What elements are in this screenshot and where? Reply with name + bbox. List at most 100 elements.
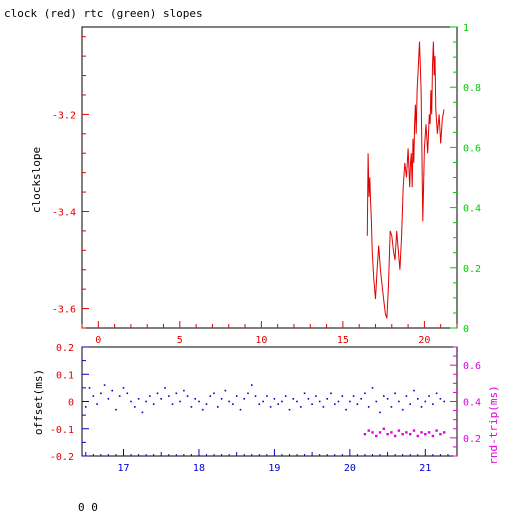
y-axis-label: offset(ms) — [32, 369, 45, 435]
offset-point — [383, 395, 385, 397]
rnd-trip-point — [409, 433, 412, 436]
offset-point — [417, 398, 419, 400]
offset-point — [371, 387, 374, 389]
x-tick-label: 10 — [255, 335, 267, 346]
offset-point — [213, 392, 215, 395]
clock-series-line — [366, 41, 445, 319]
offset-point — [277, 403, 279, 405]
offset-point — [296, 400, 298, 403]
offset-point — [220, 398, 223, 400]
offset-point — [356, 403, 359, 405]
offset-point — [111, 389, 113, 392]
y2-tick-label: 1 — [463, 23, 469, 34]
offset-point — [322, 406, 325, 408]
offset-point — [424, 400, 427, 403]
x-tick-label: 21 — [419, 463, 431, 474]
offset-point — [394, 392, 396, 395]
y2-tick-label: 0.4 — [463, 398, 481, 409]
rnd-trip-point — [420, 431, 423, 434]
rnd-trip-point — [397, 429, 401, 432]
rnd-trip-point — [435, 429, 438, 432]
offset-point — [262, 400, 264, 403]
offset-point — [164, 387, 166, 389]
offset-point — [179, 400, 181, 403]
offset-point — [198, 400, 200, 403]
offset-point — [175, 392, 178, 395]
rnd-trip-point — [375, 434, 378, 438]
chart-title: clock (red) rtc (green) slopes — [4, 7, 203, 20]
offset-point — [103, 384, 106, 386]
offset-point — [156, 392, 159, 395]
y-tick-label: 0.1 — [56, 370, 74, 381]
rnd-trip-point — [427, 431, 431, 434]
rnd-trip-point — [363, 433, 367, 436]
offset-point — [315, 395, 317, 397]
offset-point — [190, 406, 193, 408]
offset-point — [115, 408, 117, 411]
rnd-trip-point — [386, 433, 389, 436]
offset-point — [273, 398, 276, 400]
offset-point — [390, 406, 393, 408]
rnd-trip-point — [412, 429, 416, 432]
offset-point — [130, 400, 132, 403]
y2-tick-label: 0.6 — [463, 361, 481, 372]
offset-point — [88, 387, 91, 389]
offset-point — [235, 395, 238, 397]
y2-tick-label: 0 — [463, 324, 469, 335]
offset-point — [254, 395, 257, 397]
rnd-trip-point — [439, 433, 442, 436]
offset-point — [409, 403, 411, 405]
offset-point — [126, 392, 129, 395]
y2-tick-label: 0.2 — [463, 264, 481, 275]
rnd-trip-point — [393, 434, 397, 438]
offset-plot: 17 18 19 20 21 0.2 0.1 0 -0.1 -0.2 0.2 0.4 0.6 offset… — [32, 343, 500, 474]
offset-point — [269, 406, 272, 408]
x-tick-label: 20 — [344, 463, 356, 474]
offset-point — [345, 408, 347, 411]
offset-point — [186, 395, 189, 397]
offset-point — [107, 398, 110, 400]
offset-point — [428, 395, 430, 397]
offset-point — [432, 403, 434, 405]
offset-point — [232, 403, 234, 405]
footer-text: 0 0 — [78, 501, 98, 512]
offset-point — [205, 403, 208, 405]
offset-point — [100, 392, 102, 395]
offset-point — [141, 411, 144, 414]
y-tick-label: -3.2 — [52, 110, 76, 121]
y2-tick-label: 0.4 — [463, 204, 481, 215]
offset-point — [360, 398, 362, 400]
offset-point — [401, 408, 404, 411]
offset-point — [334, 403, 336, 405]
y2-tick-label: 0.6 — [463, 143, 481, 154]
offset-point — [292, 398, 295, 400]
y-tick-label: -3.6 — [52, 305, 76, 316]
offset-point — [303, 392, 306, 395]
offset-point — [160, 398, 162, 400]
x-tick-label: 19 — [268, 463, 280, 474]
rnd-trip-point — [371, 431, 374, 434]
rnd-trip-point — [416, 434, 419, 438]
offset-point — [228, 400, 230, 403]
y-tick-label: 0.2 — [56, 343, 74, 354]
clockslope-plot: 0 5 10 15 20 -3.2 -3.4 -3.6 0 0.2 0.4 0.6 0.8 1 clocks… — [30, 23, 481, 346]
offset-point — [443, 400, 445, 403]
offset-point — [266, 395, 268, 397]
rnd-trip-point — [378, 431, 382, 434]
y-tick-label: 0 — [68, 398, 74, 409]
offset-point — [251, 384, 253, 386]
y-tick-label: -0.1 — [50, 425, 74, 436]
x-tick-label: 20 — [418, 335, 430, 346]
y-tick-label: -3.4 — [52, 207, 76, 218]
rnd-trip-point — [382, 427, 385, 430]
offset-point — [413, 389, 415, 392]
offset-point — [149, 395, 151, 397]
rnd-trip-point — [390, 431, 393, 434]
offset-point — [152, 403, 155, 405]
offset-point — [398, 400, 400, 403]
y2-tick-label: 0.8 — [463, 83, 481, 94]
offset-point — [96, 403, 98, 405]
offset-point — [386, 398, 389, 400]
offset-point — [217, 406, 219, 408]
